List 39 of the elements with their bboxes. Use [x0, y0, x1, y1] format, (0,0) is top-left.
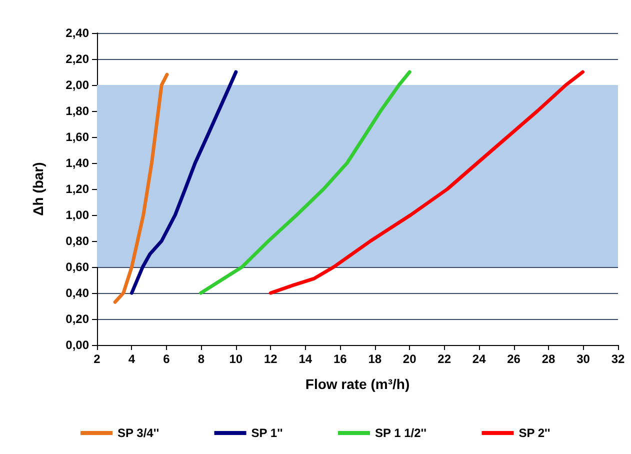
legend-label: SP 2'' [518, 426, 550, 440]
y-tick-label: 2,20 [66, 52, 90, 66]
y-tick-label: 1,60 [66, 130, 90, 144]
y-axis-title: Δh (bar) [30, 162, 46, 216]
x-tick-label: 14 [298, 352, 312, 366]
y-tick-label: 1,20 [66, 182, 90, 196]
x-tick-label: 6 [163, 352, 170, 366]
x-tick-label: 18 [368, 352, 382, 366]
x-tick-label: 4 [128, 352, 136, 366]
x-tick-label: 20 [402, 352, 417, 366]
y-tick-label: 0,20 [66, 312, 90, 326]
x-tick-label: 32 [611, 352, 625, 366]
legend-label: SP 1 1/2'' [374, 426, 427, 440]
x-tick-label: 8 [198, 352, 205, 366]
x-tick-label: 10 [229, 352, 243, 366]
line-series [113, 72, 169, 304]
x-tick-label: 12 [264, 352, 278, 366]
line-series [268, 70, 584, 295]
line-series [130, 70, 238, 295]
y-tick-label: 0,80 [66, 234, 90, 248]
legend-label: SP 3/4'' [118, 426, 160, 440]
x-tick-label: 28 [542, 352, 556, 366]
y-tick-label: 2,40 [66, 26, 90, 40]
line-series [199, 70, 412, 295]
x-tick-label: 24 [472, 352, 486, 366]
x-tick-label: 22 [438, 352, 452, 366]
y-tick-label: 2,00 [66, 78, 90, 92]
y-tick-label: 0,60 [66, 260, 90, 274]
y-tick-label: 1,80 [66, 104, 90, 118]
legend-label: SP 1'' [251, 426, 283, 440]
x-tick-label: 30 [576, 352, 590, 366]
y-tick-label: 0,40 [66, 286, 90, 300]
x-tick-label: 26 [507, 352, 521, 366]
y-tick-label: 1,00 [66, 208, 90, 222]
x-tick-label: 16 [333, 352, 348, 366]
x-tick-label: 2 [94, 352, 101, 366]
y-tick-label: 0,00 [66, 338, 90, 352]
x-axis-title: Flow rate (m³/h) [305, 376, 410, 392]
y-tick-label: 1,40 [66, 156, 90, 170]
